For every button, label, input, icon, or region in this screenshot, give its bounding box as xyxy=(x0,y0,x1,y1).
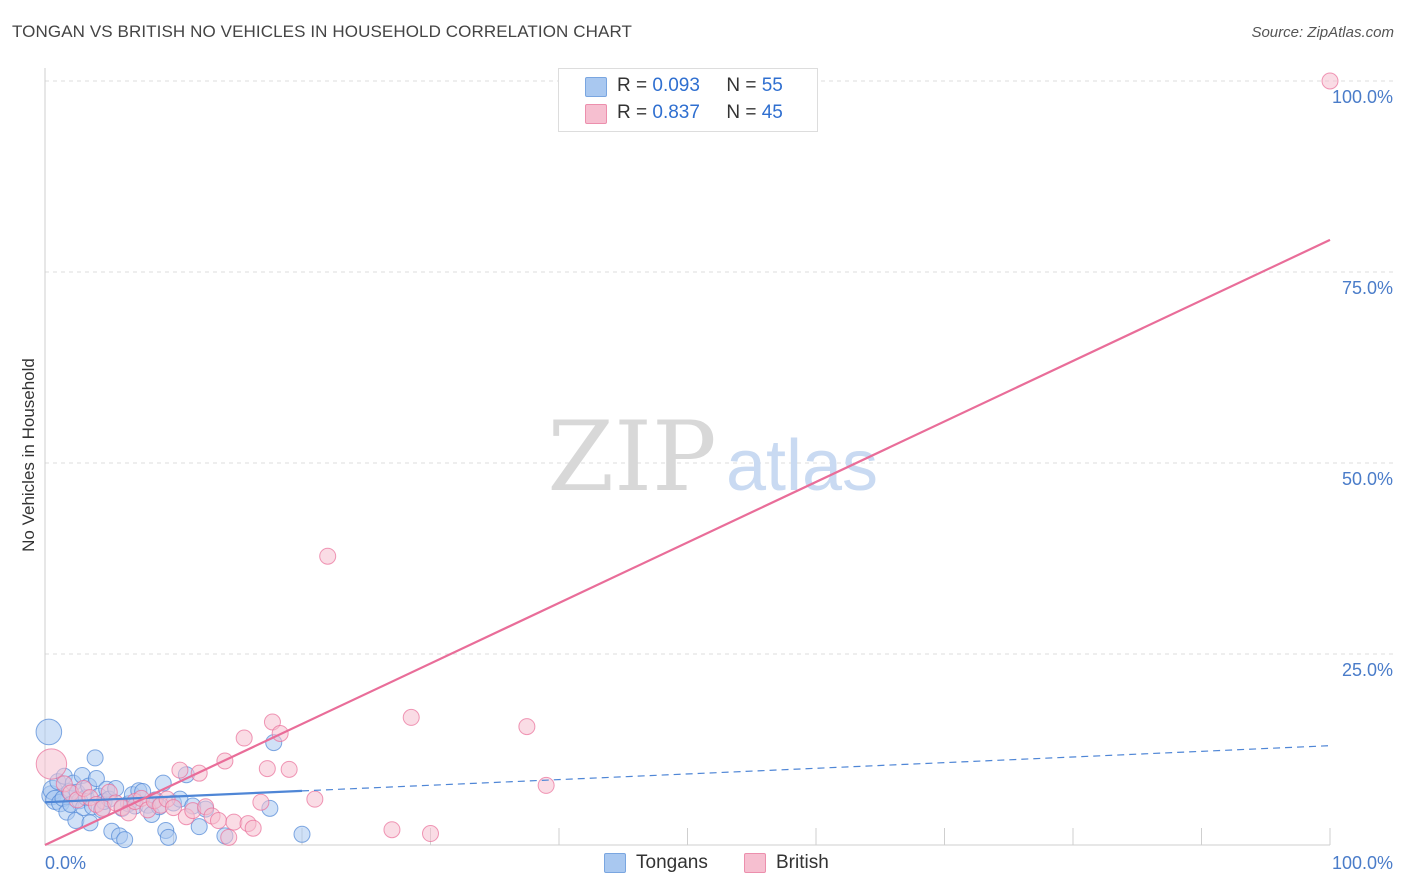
point-british xyxy=(402,708,420,726)
point-british xyxy=(422,825,439,843)
point-british xyxy=(280,760,298,778)
point-tongans xyxy=(86,749,104,767)
point-british xyxy=(1321,72,1339,90)
point-tongans xyxy=(190,818,208,836)
watermark-zip: ZIP xyxy=(547,401,716,513)
legend-r-label: R = xyxy=(617,75,648,96)
legend-swatch-tongans xyxy=(604,853,626,873)
y-tick-label: 75.0% xyxy=(1342,278,1393,298)
y-tick-label: 50.0% xyxy=(1342,469,1393,489)
point-british xyxy=(165,799,182,817)
point-tongans xyxy=(35,718,63,746)
legend-label-tongans: Tongans xyxy=(636,852,708,873)
point-british xyxy=(258,760,276,778)
x-tick-label: 0.0% xyxy=(45,853,86,873)
axes xyxy=(44,68,1331,846)
legend-n-value: 55 xyxy=(761,75,783,96)
tick-labels: 25.0% 50.0% 75.0% 100.0% 0.0% 100.0% xyxy=(45,87,1393,873)
trend-lines xyxy=(44,238,1331,846)
point-tongans xyxy=(293,825,311,843)
x-tick-label: 100.0% xyxy=(1332,853,1393,873)
gridlines xyxy=(45,80,1395,655)
legend-n-value: 45 xyxy=(761,102,783,123)
legend-n-label: N = xyxy=(726,102,757,123)
trendline-tongans xyxy=(44,789,303,804)
watermark: ZIP atlas xyxy=(547,401,878,513)
legend-swatch-british xyxy=(585,104,607,124)
y-axis-label: No Vehicles in Household xyxy=(19,358,38,552)
point-british xyxy=(252,793,270,811)
point-british xyxy=(235,729,253,747)
legend-r-value: 0.093 xyxy=(652,75,700,96)
point-british xyxy=(225,813,243,831)
point-british xyxy=(35,748,68,780)
point-tongans xyxy=(159,828,177,846)
point-british xyxy=(220,828,238,846)
legend-n-label: N = xyxy=(726,75,757,96)
trendline-extension-tongans xyxy=(301,745,1331,792)
point-british xyxy=(518,718,536,736)
point-british xyxy=(383,821,401,839)
point-british xyxy=(244,819,262,837)
point-tongans xyxy=(87,770,105,788)
legend-swatch-tongans xyxy=(585,77,607,97)
legend-r-value: 0.837 xyxy=(652,102,700,123)
point-british xyxy=(171,761,189,779)
point-tongans xyxy=(116,831,134,849)
source-label: Source: ZipAtlas.com xyxy=(1251,24,1394,41)
y-tick-label: 25.0% xyxy=(1342,660,1393,680)
point-british xyxy=(209,812,227,830)
trendline-british xyxy=(44,238,1331,846)
point-british xyxy=(306,790,324,808)
y-tick-label: 100.0% xyxy=(1332,87,1393,107)
data-points xyxy=(35,72,1339,849)
chart-title: TONGAN VS BRITISH NO VEHICLES IN HOUSEHO… xyxy=(12,22,632,41)
correlation-legend: R = 0.093 N = 55 R = 0.837 N = 45 xyxy=(558,68,818,132)
legend-swatch-british xyxy=(744,853,766,873)
watermark-atlas: atlas xyxy=(726,426,878,506)
legend-label-british: British xyxy=(776,852,829,873)
legend-r-label: R = xyxy=(617,102,648,123)
point-british xyxy=(319,547,337,565)
point-british xyxy=(537,776,555,794)
